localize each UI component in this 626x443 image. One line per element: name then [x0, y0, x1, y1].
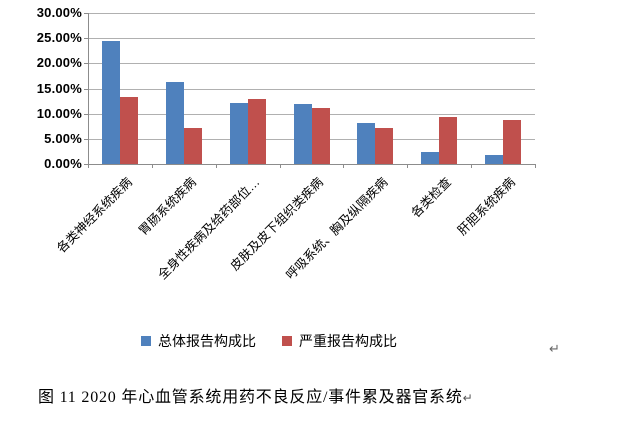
category-label: 肝胆系统疾病 [455, 175, 519, 238]
x-axis-tick [535, 164, 536, 168]
y-axis-tick [84, 13, 88, 14]
embedded-bar-chart: 30.00% 25.00% 20.00% 15.00% 10.00% 5.00% 0.00%… [36, 5, 536, 351]
y-tick-label: 15.00% [36, 80, 82, 96]
return-mark: ↵ [462, 391, 473, 405]
return-mark: ↵ [549, 342, 560, 357]
x-axis-tick [215, 164, 217, 168]
y-axis [88, 13, 89, 164]
bar-serious-report [503, 119, 522, 164]
y-gridline [88, 38, 535, 40]
y-tick-label: 25.00% [36, 30, 82, 46]
category-label: 胃肠系统疾病 [135, 175, 199, 238]
y-tick-label: 20.00% [36, 55, 82, 71]
bar-total-report [421, 151, 440, 164]
legend-swatch-icon [282, 336, 292, 346]
bar-serious-report [119, 96, 138, 164]
y-axis-tick [84, 138, 88, 140]
x-axis-tick [407, 164, 409, 168]
y-tick-label: 0.00% [44, 156, 82, 171]
x-axis-tick [151, 164, 153, 168]
legend-swatch-icon [141, 336, 151, 346]
y-axis-tick [84, 88, 88, 90]
figure-caption: 图 11 2020 年心血管系统用药不良反应/事件累及器官系统↵ [38, 383, 473, 407]
y-axis-tick [84, 113, 88, 115]
bar-total-report [485, 155, 504, 164]
y-tick-label: 10.00% [36, 105, 82, 121]
legend-item-serious-report: 严重报告构成比 [282, 331, 397, 351]
y-tick-label: 30.00% [36, 5, 82, 20]
legend-label: 严重报告构成比 [299, 333, 397, 349]
x-axis-tick [471, 164, 473, 168]
bar-serious-report [439, 116, 458, 164]
chart-legend: 总体报告构成比 严重报告构成比 [141, 331, 397, 351]
y-gridline [88, 13, 535, 14]
x-axis [88, 164, 535, 165]
bar-total-report [293, 104, 312, 164]
y-axis-tick [84, 63, 88, 65]
legend-item-total-report: 总体报告构成比 [141, 331, 256, 351]
y-gridline [88, 88, 535, 90]
y-axis-tick [84, 38, 88, 40]
bar-serious-report [311, 108, 330, 164]
x-axis-tick [343, 164, 345, 168]
category-label: 各类检查 [408, 175, 455, 221]
x-axis-tick [279, 164, 281, 168]
figure-caption-text: 图 11 2020 年心血管系统用药不良反应/事件累及器官系统 [38, 389, 463, 406]
bar-total-report [165, 81, 184, 164]
bar-total-report [101, 41, 120, 164]
y-gridline [88, 63, 535, 65]
bar-total-report [229, 102, 248, 164]
x-axis-tick [88, 164, 89, 168]
legend-label: 总体报告构成比 [158, 333, 256, 349]
y-tick-label: 5.00% [44, 130, 82, 146]
bar-total-report [357, 122, 376, 164]
y-axis-tick [84, 164, 88, 165]
category-label: 各类神经系统疾病 [54, 175, 135, 256]
bar-serious-report [183, 128, 202, 164]
bar-serious-report [247, 99, 266, 164]
bar-serious-report [375, 128, 394, 164]
